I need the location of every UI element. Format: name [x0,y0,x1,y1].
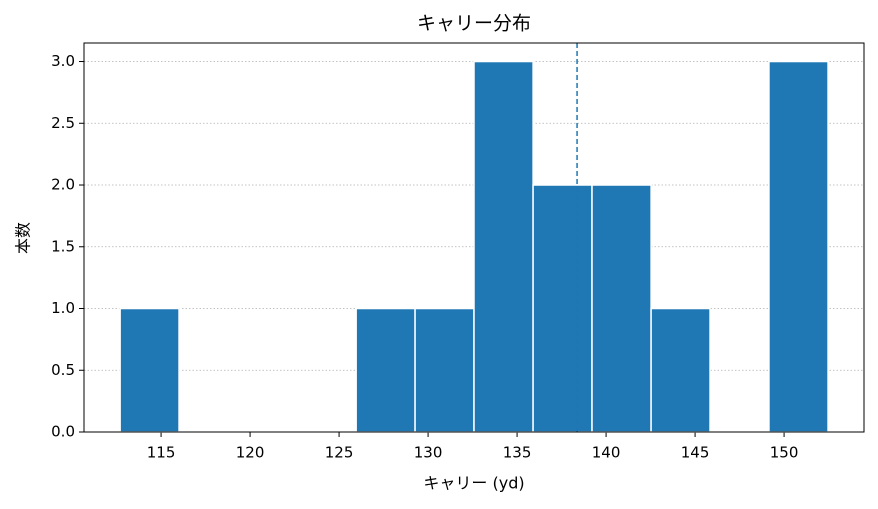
plot-frame [83,42,865,433]
bar [473,60,534,433]
x-tick-label: 125 [325,444,354,462]
x-tick-label: 120 [236,444,265,462]
y-tick-label: 0.5 [51,361,75,379]
bar [532,184,593,433]
y-axis-label: 本数 [14,222,33,254]
bar [591,184,652,433]
y-tick-label: 0.0 [51,423,75,441]
x-tick-label: 135 [503,444,532,462]
y-tick-label: 3.0 [51,52,75,70]
bar [355,307,416,433]
bar [119,307,180,433]
bar [414,307,475,433]
y-tick-label: 2.0 [51,176,75,194]
x-axis-label: キャリー (yd) [423,474,524,493]
chart-title: キャリー分布 [417,13,531,35]
y-tick-label: 1.0 [51,299,75,317]
y-tick-label: 1.5 [51,237,75,255]
bar [768,60,829,433]
x-tick-label: 115 [147,444,176,462]
x-tick-label: 150 [770,444,799,462]
x-tick-label: 140 [592,444,621,462]
bar [650,307,711,433]
y-tick-label: 2.5 [51,114,75,132]
x-tick-label: 145 [681,444,710,462]
x-tick-label: 130 [414,444,443,462]
